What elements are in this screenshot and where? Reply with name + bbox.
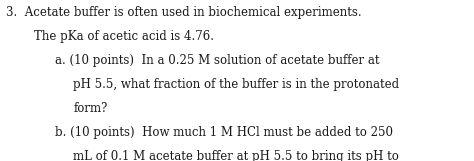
Text: 3.  Acetate buffer is often used in biochemical experiments.: 3. Acetate buffer is often used in bioch…: [6, 5, 361, 19]
Text: a. (10 points)  In a 0.25 M solution of acetate buffer at: a. (10 points) In a 0.25 M solution of a…: [55, 54, 379, 67]
Text: form?: form?: [73, 102, 108, 115]
Text: The pKa of acetic acid is 4.76.: The pKa of acetic acid is 4.76.: [34, 30, 214, 43]
Text: pH 5.5, what fraction of the buffer is in the protonated: pH 5.5, what fraction of the buffer is i…: [73, 78, 400, 91]
Text: b. (10 points)  How much 1 M HCl must be added to 250: b. (10 points) How much 1 M HCl must be …: [55, 126, 392, 139]
Text: mL of 0.1 M acetate buffer at pH 5.5 to bring its pH to: mL of 0.1 M acetate buffer at pH 5.5 to …: [73, 150, 399, 161]
